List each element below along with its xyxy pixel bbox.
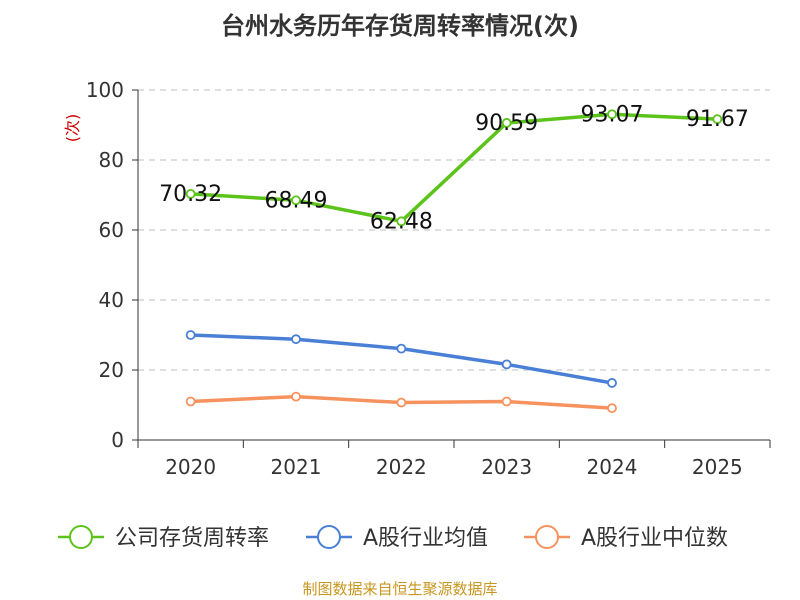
x-tick-label: 2022 <box>376 455 427 479</box>
series-layer: 70.32 68.49 62.48 90.59 93.07 91.67 <box>159 102 749 414</box>
x-tick-label: 2021 <box>271 455 322 479</box>
x-tick-label: 2023 <box>481 455 532 479</box>
data-point <box>291 334 301 345</box>
data-point <box>501 359 512 370</box>
data-point <box>185 330 196 340</box>
axes: 0 20 40 60 80 100 2020 2021 2022 2023 2024 2025 <box>86 78 771 479</box>
y-axis-label: (次) <box>63 114 82 143</box>
x-tick-label: 2025 <box>692 455 743 479</box>
x-tick-label: 2020 <box>165 455 216 479</box>
data-point <box>396 343 407 354</box>
data-point <box>185 188 196 199</box>
data-point <box>396 397 407 408</box>
y-tick-label: 80 <box>99 148 124 172</box>
series-2-line <box>188 333 614 385</box>
x-tick-label: 2024 <box>587 455 638 479</box>
legend: 公司存货周转率 A股行业均值 A股行业中位数 <box>58 525 728 551</box>
data-point <box>712 114 723 125</box>
legend-label: A股行业中位数 <box>581 526 728 551</box>
data-label: 90.59 <box>475 111 538 136</box>
data-label: 93.07 <box>581 102 644 127</box>
data-point <box>185 396 196 407</box>
data-label: 70.32 <box>159 182 222 207</box>
series-2 <box>185 330 617 388</box>
y-tick-label: 60 <box>99 218 124 242</box>
series-3 <box>185 391 617 414</box>
data-label: 91.67 <box>686 107 749 132</box>
data-label: 68.49 <box>265 188 328 213</box>
y-tick-label: 20 <box>99 358 124 382</box>
data-label: 62.48 <box>370 209 433 234</box>
series-1-line <box>188 112 720 224</box>
data-point <box>501 396 512 407</box>
legend-marker <box>317 525 341 549</box>
legend-item: A股行业中位数 <box>524 525 728 551</box>
source-note: 制图数据来自恒生聚源数据库 <box>302 580 497 598</box>
y-tick-label: 40 <box>99 288 124 312</box>
data-point <box>396 216 407 227</box>
y-tick-label: 100 <box>86 78 124 102</box>
data-point <box>607 109 617 120</box>
chart-title: 台州水务历年存货周转率情况(次) <box>221 12 579 40</box>
legend-marker <box>69 525 93 549</box>
data-point <box>291 195 301 206</box>
data-point <box>501 118 512 128</box>
grid-lines <box>138 89 770 371</box>
data-point <box>291 391 301 402</box>
legend-label: 公司存货周转率 <box>115 526 269 551</box>
data-point <box>607 403 617 414</box>
legend-marker <box>535 525 559 549</box>
legend-item: A股行业均值 <box>306 525 488 551</box>
legend-label: A股行业均值 <box>363 526 488 551</box>
series-1: 70.32 68.49 62.48 90.59 93.07 91.67 <box>159 102 749 234</box>
legend-item: 公司存货周转率 <box>58 525 269 551</box>
y-tick-label: 0 <box>111 428 124 452</box>
data-point <box>607 378 617 388</box>
